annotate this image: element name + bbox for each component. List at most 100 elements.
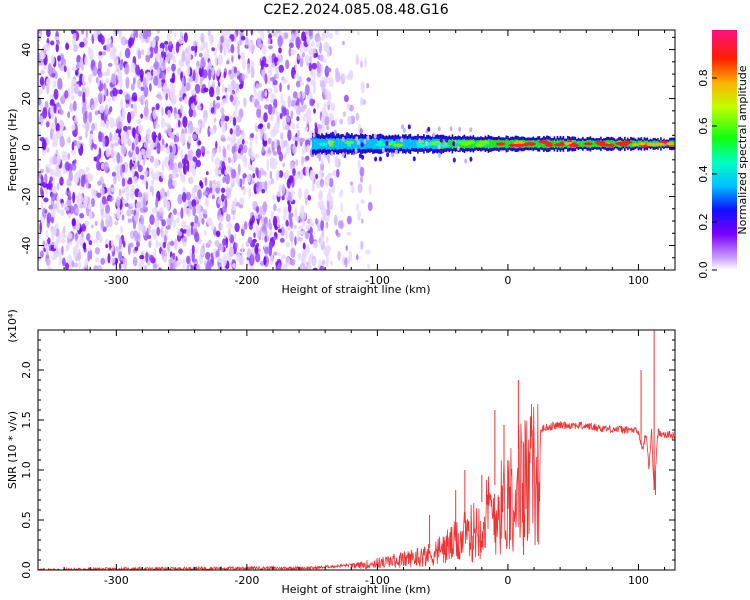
heatmap-noise-cell xyxy=(149,254,154,262)
heatmap-noise-cell xyxy=(149,155,155,163)
heatmap-noise-cell xyxy=(51,73,56,78)
heatmap-noise-cell xyxy=(292,135,296,142)
heatmap-noise-cell xyxy=(38,115,44,127)
heatmap-noise-cell xyxy=(79,237,85,245)
heatmap-noise-cell xyxy=(56,154,61,166)
heatmap-noise-cell xyxy=(318,189,323,200)
heatmap-noise-cell xyxy=(206,217,210,223)
heatmap-noise-cell xyxy=(153,120,157,126)
heatmap-spread-cell xyxy=(437,144,441,150)
heatmap-noise-cell xyxy=(154,35,160,42)
heatmap-signal-core xyxy=(411,139,413,148)
heatmap-noise-cell xyxy=(107,253,111,264)
heatmap-spread-cell xyxy=(374,156,378,162)
heatmap-noise-cell xyxy=(156,68,161,75)
heatmap-signal-core xyxy=(457,139,460,149)
heatmap-noise-cell xyxy=(172,143,176,155)
heatmap-noise-cell xyxy=(210,107,215,114)
heatmap-noise-cell xyxy=(277,228,282,233)
heatmap-noise-cell xyxy=(45,230,49,239)
heatmap-noise-cell xyxy=(50,109,55,120)
heatmap-noise-cell xyxy=(285,241,290,248)
heatmap-noise-cell xyxy=(72,218,76,227)
heatmap-noise-cell xyxy=(286,143,290,154)
heatmap-noise-cell xyxy=(187,44,192,55)
heatmap-noise-cell xyxy=(324,224,328,229)
heatmap-noise-cell xyxy=(231,136,237,144)
heatmap-noise-cell xyxy=(49,94,55,100)
heatmap-noise-cell xyxy=(70,94,75,101)
heatmap-noise-cell xyxy=(320,115,327,126)
heatmap-noise-cell xyxy=(113,47,117,53)
heatmap-signal-core xyxy=(595,140,598,148)
heatmap-signal-core xyxy=(537,139,539,148)
heatmap-noise-cell xyxy=(290,110,294,120)
heatmap-noise-cell xyxy=(205,200,209,206)
heatmap-noise-cell xyxy=(160,144,165,152)
heatmap-signal-core xyxy=(580,140,583,147)
heatmap-noise-cell xyxy=(120,225,124,235)
heatmap-noise-cell xyxy=(342,73,346,81)
heatmap-noise-cell xyxy=(218,145,222,154)
heatmap-signal-core xyxy=(363,138,365,149)
heatmap-noise-cell xyxy=(56,194,59,204)
heatmap-noise-cell xyxy=(60,209,65,217)
heatmap-noise-cell xyxy=(38,128,41,140)
heatmap-signal-core xyxy=(448,139,451,149)
heatmap-noise-cell xyxy=(73,32,77,39)
heatmap-noise-cell xyxy=(245,140,249,145)
heatmap-noise-cell xyxy=(347,116,352,125)
heatmap-noise-cell xyxy=(218,78,224,84)
heatmap-noise-cell xyxy=(329,112,334,117)
heatmap-noise-cell xyxy=(48,180,52,189)
heatmap-noise-cell xyxy=(279,82,282,93)
heatmap-noise-cell xyxy=(94,247,100,255)
heatmap-noise-cell xyxy=(282,119,286,130)
heatmap-noise-cell xyxy=(330,102,336,112)
heatmap-noise-cell xyxy=(179,31,183,40)
heatmap-noise-cell xyxy=(227,84,233,93)
heatmap-noise-cell xyxy=(207,240,213,245)
heatmap-signal-core xyxy=(313,138,316,150)
heatmap-noise-cell xyxy=(160,116,165,129)
heatmap-noise-cell xyxy=(192,109,197,118)
heatmap-noise-cell xyxy=(236,116,242,123)
heatmap-noise-cell xyxy=(114,221,119,226)
heatmap-noise-cell xyxy=(195,127,201,135)
heatmap-noise-cell xyxy=(213,99,216,110)
heatmap-signal-core xyxy=(367,139,370,149)
heatmap-noise-cell xyxy=(254,244,259,255)
heatmap-signal-core xyxy=(384,139,386,149)
heatmap-noise-cell xyxy=(173,135,180,143)
heatmap-noise-cell xyxy=(53,244,59,249)
heatmap-noise-cell xyxy=(198,52,203,58)
heatmap-noise-cell xyxy=(108,97,111,103)
heatmap-noise-cell xyxy=(45,167,50,174)
heatmap-hot-cell xyxy=(538,140,549,144)
heatmap-noise-cell xyxy=(208,187,213,194)
heatmap-noise-cell xyxy=(259,128,265,135)
heatmap-noise-cell xyxy=(52,226,57,236)
heatmap-noise-cell xyxy=(88,210,93,221)
colorbar-tick-label: 0.8 xyxy=(697,69,710,87)
heatmap-noise-cell xyxy=(349,250,352,262)
heatmap-noise-cell xyxy=(191,250,195,263)
heatmap-noise-cell xyxy=(325,255,329,267)
heatmap-noise-cell xyxy=(221,113,226,120)
heatmap-noise-cell xyxy=(110,187,117,192)
heatmap-noise-cell xyxy=(115,129,120,134)
heatmap-noise-cell xyxy=(290,99,296,107)
y-tick-label: 1.5 xyxy=(20,411,33,429)
heatmap-noise-cell xyxy=(174,260,180,269)
heatmap-noise-cell xyxy=(364,56,367,68)
heatmap-noise-cell xyxy=(251,180,255,185)
heatmap-noise-cell xyxy=(167,125,172,137)
heatmap-noise-cell xyxy=(238,83,243,90)
heatmap-noise-cell xyxy=(192,69,196,82)
heatmap-noise-cell xyxy=(65,190,68,196)
heatmap-noise-cell xyxy=(282,162,286,168)
heatmap-noise-cell xyxy=(328,115,335,122)
heatmap-noise-cell xyxy=(121,214,125,221)
heatmap-y-axis: -40 -20 0 20 40 xyxy=(20,36,675,271)
heatmap-noise-cell xyxy=(67,190,72,197)
